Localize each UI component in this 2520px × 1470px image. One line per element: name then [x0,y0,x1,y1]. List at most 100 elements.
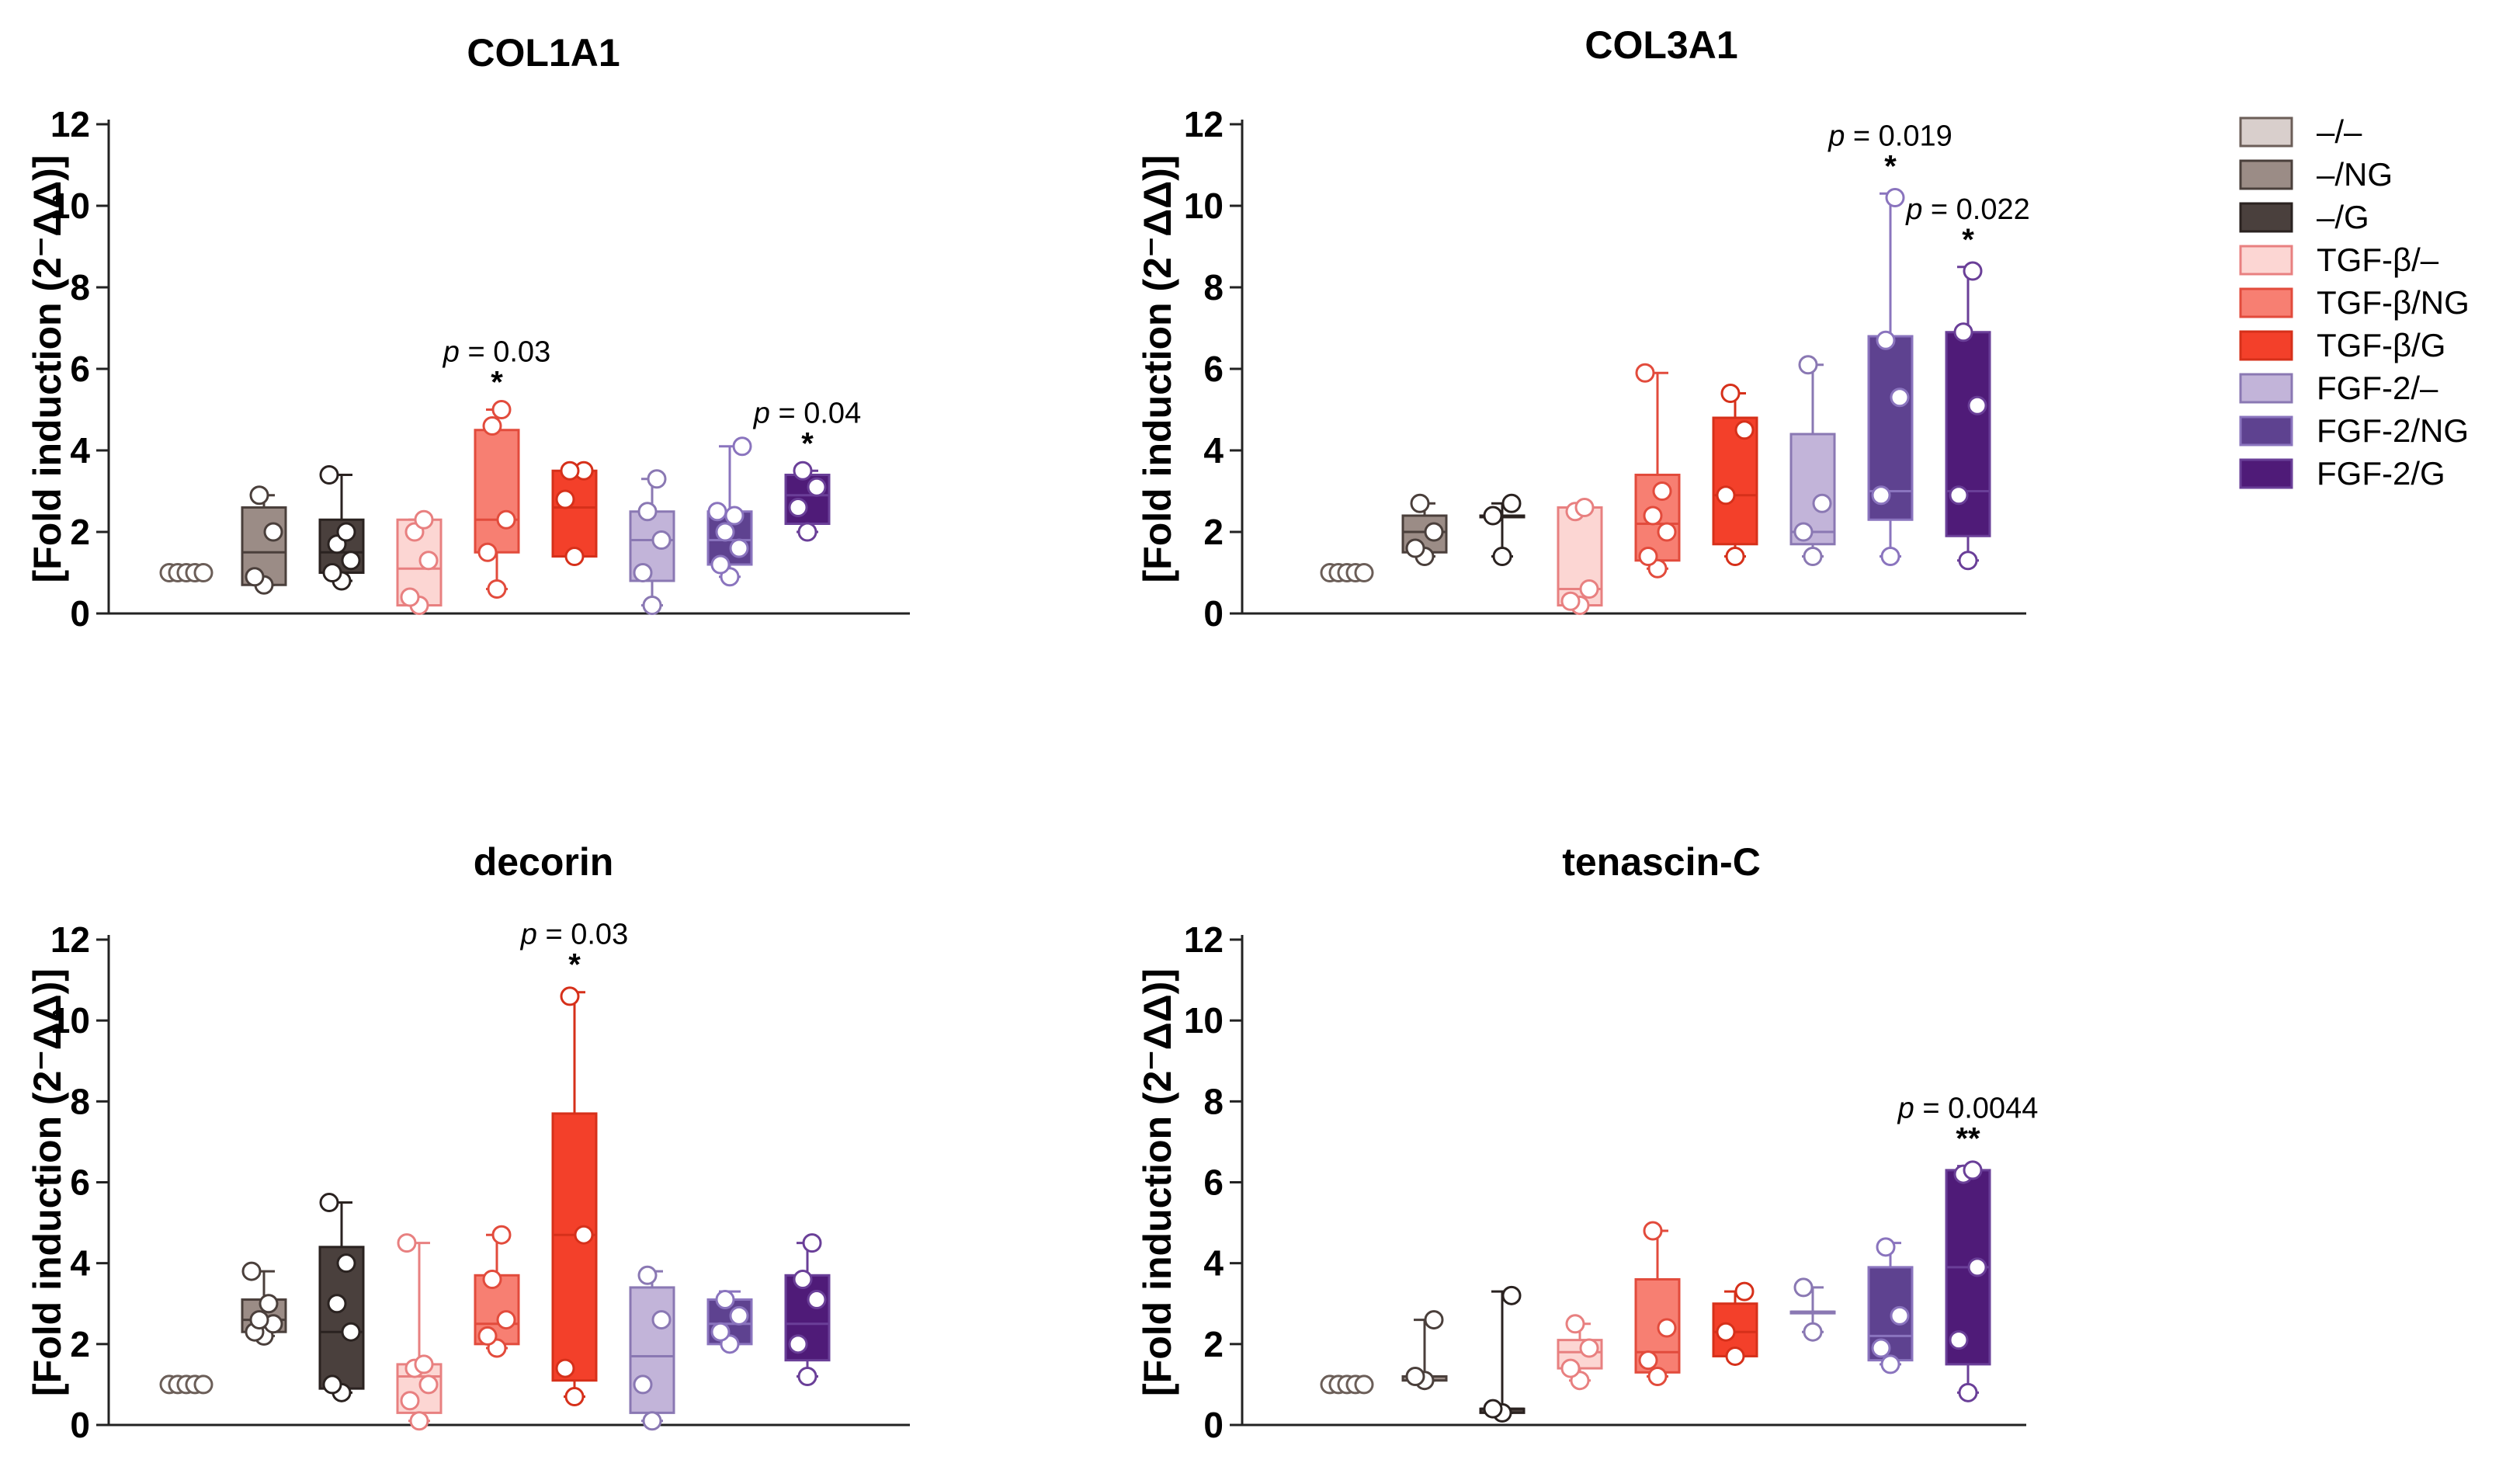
y-tick-label: 12 [1184,104,1224,144]
y-tick-label: 2 [1203,512,1224,552]
data-point [807,477,827,497]
chart-panel-4: tenascin-C [Fold induction (2⁻ΔΔ)] 0 2 4 6 8 10… [1136,840,2038,1445]
data-point [1657,522,1677,542]
data-point [788,498,808,517]
data-point [1963,261,1983,281]
data-point [707,502,727,522]
box-2 [1401,493,1448,566]
box-8 [706,436,753,587]
significance-stars: * [1962,223,1974,257]
data-point [341,551,361,571]
data-point [496,1310,516,1330]
p-value-label: p = 0.0044 [1897,1093,2039,1125]
y-tick-label: 2 [70,1324,90,1364]
y-tick-label: 8 [1203,267,1224,308]
data-point [651,1310,672,1330]
data-point [487,579,507,599]
legend-label: FGF-2/– [2317,370,2438,406]
y-tick-label: 0 [1203,1405,1224,1445]
data-point [496,509,516,530]
legend-swatch [2239,245,2293,276]
box-9 [784,1233,831,1386]
data-point [1354,1374,1374,1395]
p-value: = 0.019 [1845,120,1952,152]
data-point [341,1322,361,1342]
p-symbol: p [1905,193,1922,226]
data-point [797,1367,817,1386]
y-axis-label: [Fold induction (2⁻ΔΔ)] [26,968,69,1396]
data-point [322,563,342,582]
p-value: = 0.022 [1922,193,2029,226]
box-6 [551,460,598,566]
y-tick-label: 6 [1203,349,1224,389]
box-5 [1634,363,1681,579]
box-2 [241,485,287,595]
p-value-label: p = 0.022 [1905,193,2030,226]
box-8 [1867,188,1914,566]
y-tick-label: 12 [1184,919,1224,960]
data-point [1492,547,1512,566]
data-point [1880,547,1900,566]
legend-item: TGF-β/NG [2239,284,2470,321]
data-point [414,1354,434,1374]
y-tick-label: 0 [1203,593,1224,634]
data-point [491,400,512,419]
p-value-label: p = 0.019 [1828,120,1952,152]
data-point [729,1305,749,1326]
data-point [1885,188,1905,207]
significance-stars: ** [1956,1122,1980,1156]
y-tick-label: 6 [70,1162,90,1203]
data-point [1635,363,1655,383]
data-point [1638,1350,1658,1371]
data-point [482,416,502,436]
y-tick-label: 12 [50,919,90,960]
y-tick-label: 10 [50,186,90,226]
box-3 [318,1193,365,1402]
box-1 [1320,1374,1374,1395]
data-point [1880,1354,1900,1374]
data-point [1793,1277,1814,1298]
data-point [397,1233,417,1253]
legend-item: –/NG [2239,156,2393,193]
data-point [1812,493,1832,513]
data-point [418,551,439,571]
data-point [651,530,672,550]
panels: COL1A1[Fold induction (2⁻ΔΔ)]024681012*p… [26,23,2038,1445]
y-tick-label: 12 [50,104,90,144]
data-point [637,502,658,522]
data-point [1560,591,1581,611]
box-3 [1479,1285,1526,1423]
data-point [1638,547,1658,566]
chart-title: COL1A1 [467,31,620,75]
box-4 [1557,498,1603,615]
box-iqr [629,1286,675,1414]
legend-label: TGF-β/– [2317,242,2439,278]
box-iqr [1712,416,1758,546]
box-7 [1789,355,1836,566]
box-iqr [551,1112,598,1382]
data-point [1871,485,1891,506]
data-point [574,1225,594,1245]
data-point [1405,1367,1425,1386]
data-point [710,1322,731,1342]
data-point [633,1374,653,1395]
legend-item: TGF-β/– [2239,242,2439,278]
data-point [1405,538,1425,558]
legend-item: FGF-2/G [2239,455,2445,492]
data-point [1483,506,1503,526]
box-7 [629,1265,675,1431]
data-point [1643,506,1663,526]
data-point [1725,547,1745,566]
legend-label: FGF-2/NG [2317,412,2469,449]
y-tick-label: 2 [1203,1324,1224,1364]
p-value-label: p = 0.03 [520,919,628,951]
box-iqr [551,469,598,558]
data-point [1803,547,1823,566]
data-point [1716,485,1736,506]
legend-item: –/G [2239,199,2369,235]
data-point [1579,1338,1599,1358]
data-point [482,1270,502,1289]
data-point [1958,551,1978,571]
data-point [249,485,269,506]
